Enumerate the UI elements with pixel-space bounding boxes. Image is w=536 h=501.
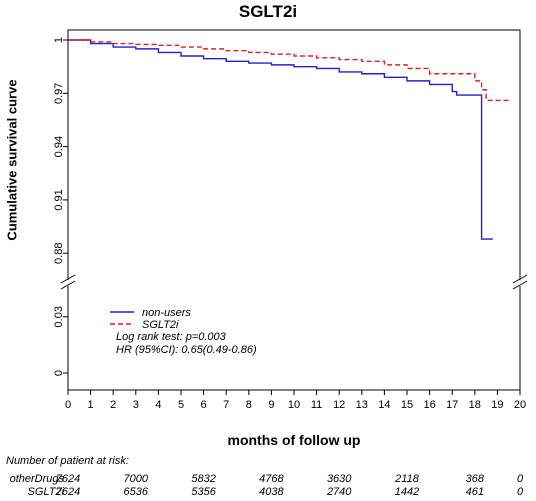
x-tick-label-10: 10 <box>288 399 300 411</box>
x-tick-label-2: 2 <box>110 399 116 411</box>
x-tick-label-0: 0 <box>65 399 71 411</box>
axis-break-gap-right <box>514 280 526 286</box>
series-line-non-users <box>68 39 493 240</box>
risk-row-otherdrugs: otherDrugs 7624 7000 5832 4768 3630 2118 368 0 <box>0 473 536 487</box>
chart-title: SGLT2i <box>238 2 298 21</box>
x-tick-label-20: 20 <box>514 399 526 411</box>
x-tick-label-15: 15 <box>401 399 413 411</box>
axis-break-mark-left-a <box>60 274 76 284</box>
axis-break-gap-left <box>62 280 74 286</box>
x-tick-label-9: 9 <box>268 399 274 411</box>
x-tick-label-17: 17 <box>446 399 458 411</box>
risk-cell: 7624 <box>55 486 81 498</box>
series-line-sglt2i <box>68 39 509 102</box>
y-lower-tick-label-1: 0 <box>53 370 65 376</box>
y-upper-tick-label-4: 0.88 <box>53 243 65 264</box>
y-upper-tick-label-2: 0.94 <box>53 136 65 157</box>
x-tick-label-12: 12 <box>333 399 345 411</box>
risk-cell: 2118 <box>395 473 419 485</box>
x-axis-label: months of follow up <box>227 432 361 448</box>
risk-cell: 2740 <box>326 486 352 498</box>
y-lower-tick-label-0: 0.03 <box>53 306 65 327</box>
risk-cell: 368 <box>465 473 484 485</box>
risk-cell: 1442 <box>394 486 420 498</box>
x-tick-label-18: 18 <box>469 399 481 411</box>
y-upper-tick-label-3: 0.91 <box>53 189 65 210</box>
axis-break-mark-left-b <box>60 280 76 290</box>
x-tick-label-3: 3 <box>133 399 139 411</box>
x-tick-label-19: 19 <box>491 399 503 411</box>
risk-cell: 7624 <box>55 473 81 485</box>
x-tick-label-5: 5 <box>178 399 184 411</box>
y-upper-tick-label-1: 0.97 <box>53 83 65 104</box>
y-upper-tick-label-0: 1 <box>53 37 65 43</box>
risk-cell: 461 <box>465 486 484 498</box>
risk-cell: 3630 <box>326 473 352 485</box>
risk-table-title: Number of patient at risk: <box>6 455 129 467</box>
risk-cell: 5356 <box>191 486 216 498</box>
kaplan-meier-chart: 0 1 2 3 4 5 6 7 8 9 10 11 12 13 14 15 16 17 18 19 2010.970.9… <box>53 29 528 411</box>
x-tick-label-14: 14 <box>378 399 390 411</box>
x-tick-label-1: 1 <box>88 399 94 411</box>
risk-cell: 4768 <box>259 473 284 485</box>
risk-cell: 6536 <box>123 486 149 498</box>
x-tick-label-11: 11 <box>311 399 322 411</box>
x-tick-label-8: 8 <box>246 399 252 411</box>
x-tick-label-13: 13 <box>356 399 368 411</box>
x-tick-label-7: 7 <box>223 399 229 411</box>
annotation-1: HR (95%CI): 0.65(0.49-0.86) <box>116 344 257 356</box>
annotation-0: Log rank test: p=0.003 <box>116 331 227 343</box>
x-tick-label-4: 4 <box>155 399 161 411</box>
risk-row-sglt2i: SGLT2i 7624 6536 5356 4038 2740 1442 461 0 <box>0 486 536 500</box>
x-tick-label-16: 16 <box>423 399 435 411</box>
risk-cell: 0 <box>516 486 524 498</box>
risk-cell: 4038 <box>259 486 284 498</box>
risk-cell: 5832 <box>191 473 216 485</box>
risk-row-label: SGLT2i <box>27 486 64 498</box>
axis-break-mark-right-b <box>512 280 528 290</box>
risk-row-label: otherDrugs <box>9 473 64 485</box>
risk-cell: 0 <box>516 473 524 485</box>
axis-break-mark-right-a <box>512 274 528 284</box>
legend-label-0: non-users <box>142 307 191 319</box>
risk-cell: 7000 <box>123 473 149 485</box>
legend-label-1: SGLT2i <box>142 319 179 331</box>
x-tick-label-6: 6 <box>201 399 207 411</box>
